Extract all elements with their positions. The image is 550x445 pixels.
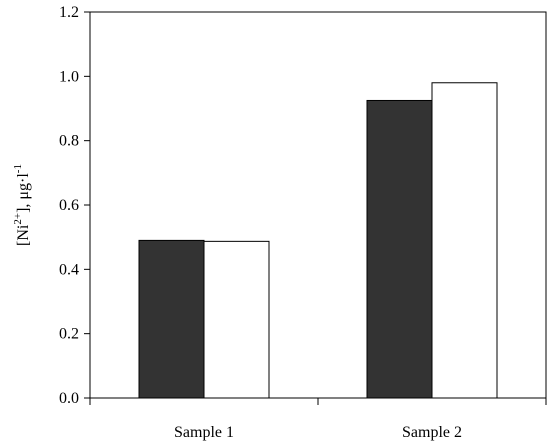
bar [203, 240, 270, 399]
x-axis: Sample 1 Sample 2 [89, 398, 547, 441]
y-axis: 0.0 0.2 0.4 0.6 0.8 1.0 1.2 [59, 4, 90, 407]
y-axis-label-exponent: -1 [12, 164, 24, 173]
bar [366, 99, 433, 399]
y-axis-label-mid: ], μg·l [15, 173, 32, 213]
x-category-label: Sample 1 [174, 424, 234, 441]
y-axis-label: [Ni2+], μg·l-1 [12, 164, 32, 246]
y-tick-label: 1.0 [59, 68, 79, 85]
y-tick-label: 1.2 [59, 4, 79, 21]
y-tick-label: 0.4 [59, 261, 79, 278]
y-axis-label-open: [Ni [15, 224, 32, 246]
bar [138, 239, 205, 399]
bars [138, 82, 498, 399]
plot-area [89, 11, 547, 399]
y-tick-label: 0.2 [59, 326, 79, 343]
x-category-label: Sample 2 [402, 424, 462, 441]
y-axis-label-charge: 2+ [12, 213, 24, 225]
y-tick-label: 0.0 [59, 390, 79, 407]
y-tick-label: 0.8 [59, 133, 79, 150]
y-tick-label: 0.6 [59, 197, 79, 214]
bar [431, 82, 498, 399]
